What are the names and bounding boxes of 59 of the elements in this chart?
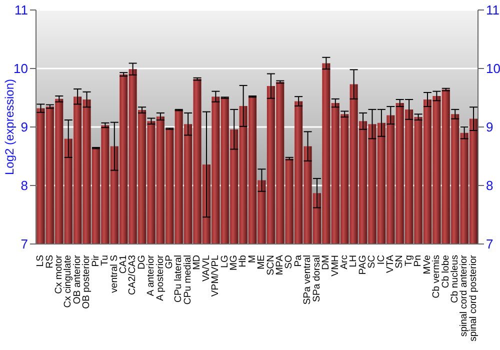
x-tick-label: Arc bbox=[338, 254, 350, 270]
x-tick-label: Pn bbox=[412, 255, 424, 267]
x-tick-label: ME bbox=[256, 255, 268, 270]
x-tick-label: VMH bbox=[330, 254, 341, 276]
x-tick-label: MD bbox=[192, 254, 203, 270]
x-tick-label: VA/VL bbox=[200, 254, 212, 282]
x-tick-label: OB posterior bbox=[81, 254, 92, 309]
x-tick-label: CA2/CA3 bbox=[127, 255, 138, 295]
x-tick-label: Pa bbox=[292, 254, 304, 267]
x-tick-label: SPa dorsal bbox=[311, 255, 322, 302]
x-tick-label: CA1 bbox=[118, 255, 129, 274]
x-tick-label: DM bbox=[320, 254, 332, 270]
y-tick-label: 7 bbox=[20, 236, 28, 252]
y2-tick-label: 9 bbox=[486, 120, 494, 135]
y2-tick-label: 10 bbox=[486, 61, 500, 76]
x-tick-label: CPu lateral bbox=[173, 255, 184, 302]
x-tick-label: ventral S bbox=[108, 255, 120, 293]
x-tick-label: spinal cord anterior bbox=[458, 254, 470, 337]
x-tick-label: Cx cingulate bbox=[62, 255, 74, 308]
y2-tick-label: 8 bbox=[486, 178, 494, 194]
x-tick-label: Hb bbox=[238, 255, 249, 268]
x-tick-label: Cb nucleus bbox=[449, 254, 460, 303]
x-tick-label: A anterior bbox=[146, 254, 157, 296]
x-tick-label: Pir bbox=[90, 254, 102, 267]
y-tick-label: 11 bbox=[14, 2, 28, 18]
y-tick-label: 8 bbox=[20, 178, 28, 194]
x-tick-label: LS bbox=[35, 255, 46, 267]
x-tick-label: SPa ventral bbox=[302, 255, 314, 305]
x-tick-label: CPu medial bbox=[182, 255, 194, 305]
x-tick-label: A posterior bbox=[154, 254, 166, 301]
x-tick-label: VTA bbox=[385, 254, 396, 273]
x-tick-label: SC bbox=[366, 254, 378, 268]
x-tick-label: IC bbox=[376, 254, 387, 265]
x-tick-label: DG bbox=[136, 255, 148, 270]
x-tick-label: GP bbox=[164, 255, 176, 269]
y-tick-label: 10 bbox=[14, 61, 28, 76]
y-axis-title: Log2 (expression) bbox=[2, 78, 16, 176]
x-tick-label: M bbox=[246, 255, 258, 263]
x-tick-label: Cb lobe bbox=[440, 255, 452, 288]
x-tick-label: VPM/VPL bbox=[210, 254, 222, 297]
y2-tick-label: 7 bbox=[486, 236, 494, 252]
x-tick-label: RS bbox=[44, 255, 56, 268]
x-tick-label: Tg bbox=[403, 255, 414, 266]
x-tick-label: MVe bbox=[422, 255, 433, 274]
x-tick-label: SO bbox=[284, 255, 295, 269]
x-tick-label: PAG bbox=[357, 255, 368, 275]
x-tick-label: LG bbox=[219, 255, 230, 268]
x-tick-label: OB anterior bbox=[72, 254, 83, 304]
x-tick-label: LH bbox=[348, 254, 360, 268]
y-tick-label: 9 bbox=[20, 120, 28, 135]
x-tick-label: spinal cord posterior bbox=[468, 254, 479, 342]
x-tick-label: Tu bbox=[100, 255, 111, 266]
x-tick-label: MG bbox=[228, 255, 240, 270]
x-tick-label: Cx motor bbox=[54, 254, 65, 294]
x-tick-label: SN bbox=[394, 254, 406, 268]
x-tick-label: MPA bbox=[274, 254, 286, 276]
x-tick-label: SCN bbox=[265, 254, 276, 276]
y2-tick-label: 11 bbox=[486, 2, 500, 18]
x-tick-label: Cb vermis bbox=[431, 254, 442, 298]
